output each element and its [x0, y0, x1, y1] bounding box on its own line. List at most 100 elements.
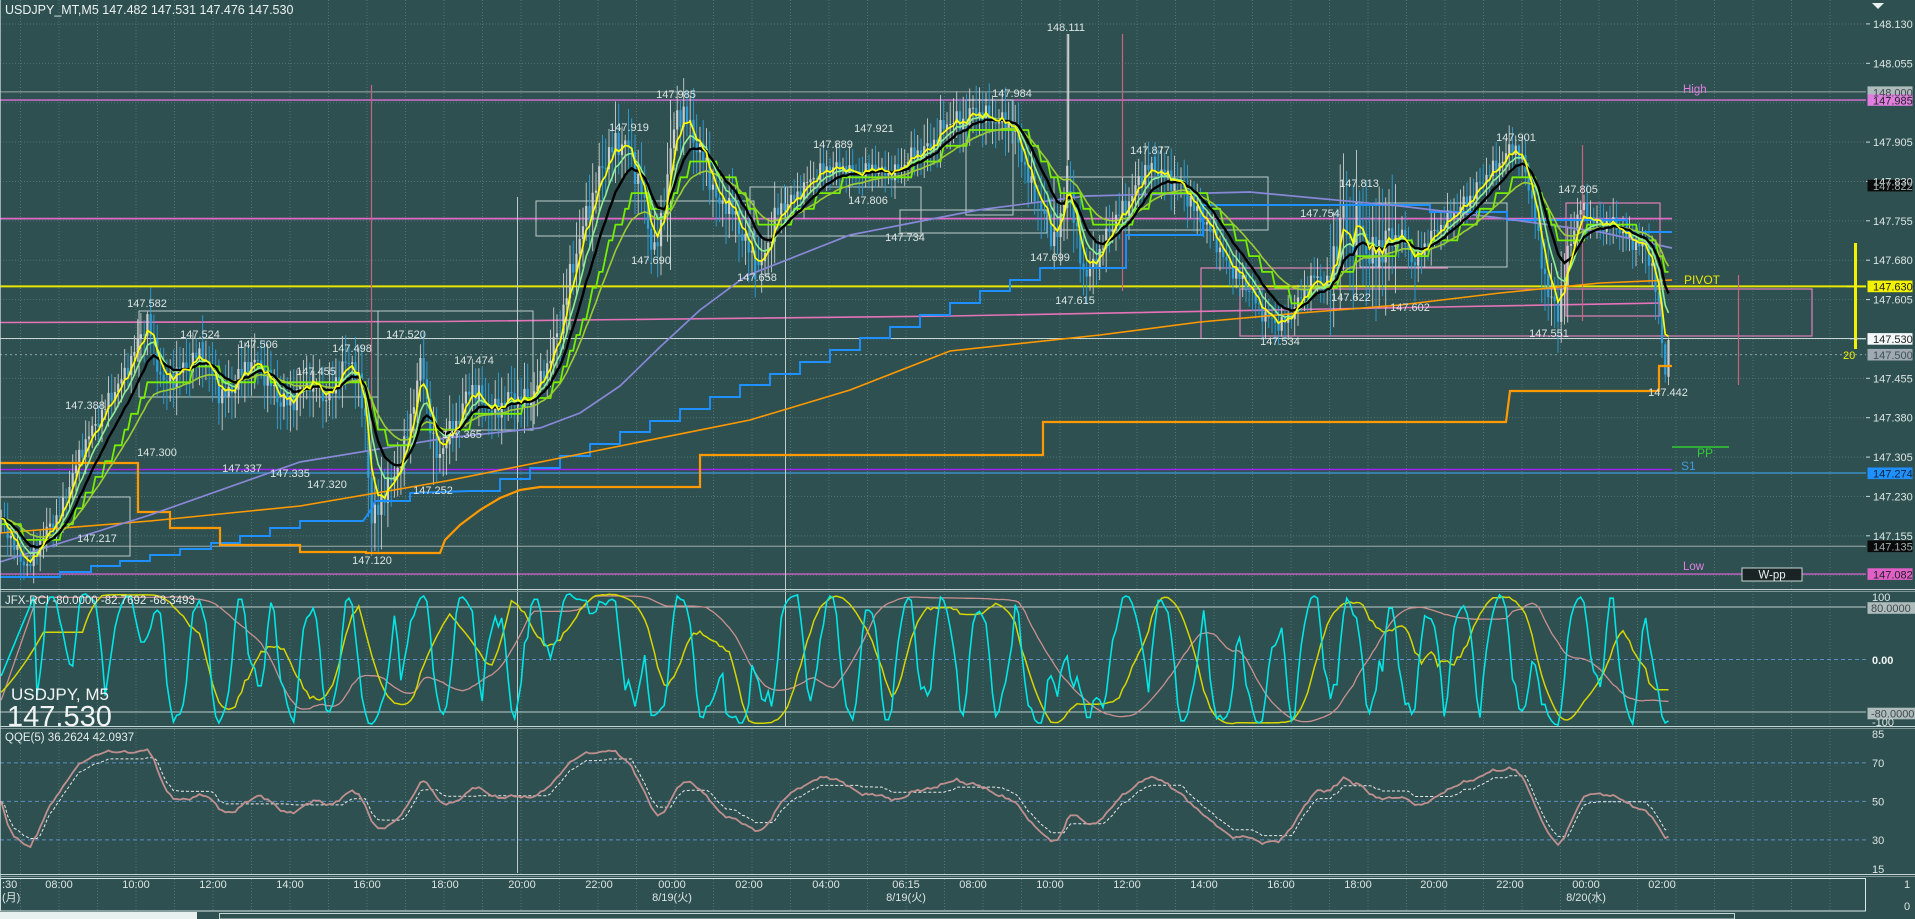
- svg-text:QQE(5) 36.2624 42.0937: QQE(5) 36.2624 42.0937: [5, 732, 134, 744]
- svg-text:22:00: 22:00: [1496, 879, 1524, 891]
- svg-text:147.305: 147.305: [1873, 452, 1913, 464]
- svg-text:147.455: 147.455: [296, 366, 336, 378]
- svg-text:147.388: 147.388: [65, 400, 105, 412]
- svg-text:147.530: 147.530: [7, 701, 112, 733]
- svg-text:147.551: 147.551: [1529, 328, 1569, 340]
- svg-text:147.520: 147.520: [386, 329, 426, 341]
- svg-text:00:00: 00:00: [1572, 879, 1600, 891]
- svg-text:148.055: 148.055: [1873, 58, 1913, 70]
- svg-text:147.335: 147.335: [270, 468, 310, 480]
- svg-text:20:00: 20:00: [508, 879, 536, 891]
- svg-text:147.524: 147.524: [180, 329, 220, 341]
- svg-text:147.337: 147.337: [222, 463, 262, 475]
- svg-text:1: 1: [1904, 879, 1910, 891]
- svg-text:S1: S1: [1681, 459, 1696, 473]
- svg-text:147.082: 147.082: [1873, 569, 1913, 581]
- svg-text:14:00: 14:00: [1190, 879, 1218, 891]
- svg-text:147.754: 147.754: [1300, 208, 1340, 220]
- svg-text:0.00: 0.00: [1872, 655, 1893, 667]
- svg-text:02:00: 02:00: [1648, 879, 1676, 891]
- svg-text:85: 85: [1872, 729, 1884, 741]
- svg-text:JFX-RCI -80.0000 -82.7692 -68.: JFX-RCI -80.0000 -82.7692 -68.3493: [5, 595, 195, 607]
- svg-text:PP: PP: [1697, 446, 1713, 460]
- svg-text:12:00: 12:00: [1113, 879, 1141, 891]
- svg-text:04:00: 04:00: [812, 879, 840, 891]
- svg-text:USDJPY_MT,M5 147.482 147.531: USDJPY_MT,M5 147.482 147.531 147.476 147…: [5, 3, 293, 17]
- svg-text:8/19(火): 8/19(火): [652, 892, 692, 904]
- svg-text:15: 15: [1872, 864, 1884, 876]
- svg-text:00:00: 00:00: [658, 879, 686, 891]
- svg-text:(月): (月): [2, 892, 20, 904]
- svg-text:16:00: 16:00: [1267, 879, 1295, 891]
- svg-text:147.901: 147.901: [1496, 132, 1536, 144]
- svg-text:147.442: 147.442: [1648, 387, 1688, 399]
- svg-text:147.985: 147.985: [656, 89, 696, 101]
- svg-text:PIVOT: PIVOT: [1684, 273, 1721, 287]
- svg-text:147.274: 147.274: [1873, 469, 1913, 481]
- svg-text:147.805: 147.805: [1558, 184, 1598, 196]
- svg-text:12:00: 12:00: [199, 879, 227, 891]
- svg-text:147.500: 147.500: [1873, 350, 1913, 362]
- svg-text:14:00: 14:00: [276, 879, 304, 891]
- svg-text:147.919: 147.919: [609, 122, 649, 134]
- svg-text:147.534: 147.534: [1260, 336, 1300, 348]
- svg-text:147.252: 147.252: [413, 485, 453, 497]
- svg-text:148.130: 148.130: [1873, 19, 1913, 31]
- svg-text:02:00: 02:00: [735, 879, 763, 891]
- svg-text:8/19(火): 8/19(火): [886, 892, 926, 904]
- svg-text:147.658: 147.658: [737, 272, 777, 284]
- svg-text:22:00: 22:00: [585, 879, 613, 891]
- svg-text:148.000: 148.000: [1873, 87, 1913, 99]
- svg-text:147.985: 147.985: [1873, 95, 1913, 107]
- svg-text:18:00: 18:00: [1344, 879, 1372, 891]
- svg-text:147.680: 147.680: [1873, 255, 1913, 267]
- svg-text:06:15: 06:15: [892, 879, 920, 891]
- svg-text:8/20(水): 8/20(水): [1566, 891, 1606, 904]
- svg-text:147.498: 147.498: [332, 343, 372, 355]
- svg-text:147.830: 147.830: [1873, 176, 1913, 188]
- svg-text:147.822: 147.822: [1873, 181, 1913, 193]
- svg-text:147.135: 147.135: [1873, 542, 1913, 554]
- svg-text:20:00: 20:00: [1420, 879, 1448, 891]
- svg-text:147.984: 147.984: [992, 88, 1032, 100]
- svg-text:147.120: 147.120: [352, 555, 392, 567]
- svg-text:Low: Low: [1683, 561, 1705, 573]
- svg-text:147.615: 147.615: [1055, 295, 1095, 307]
- svg-text:-100: -100: [1872, 717, 1894, 729]
- svg-text:148.111: 148.111: [1047, 22, 1085, 34]
- svg-text:0: 0: [1904, 901, 1910, 913]
- svg-text:147.474: 147.474: [454, 355, 494, 367]
- svg-text:147.630: 147.630: [1873, 282, 1913, 294]
- svg-text:100: 100: [1872, 592, 1890, 604]
- svg-text:147.230: 147.230: [1873, 491, 1913, 503]
- svg-text:30: 30: [1872, 835, 1884, 847]
- svg-text:147.905: 147.905: [1873, 137, 1913, 149]
- svg-text:147.380: 147.380: [1873, 413, 1913, 425]
- svg-text:80.0000: 80.0000: [1871, 603, 1911, 615]
- svg-text:70: 70: [1872, 758, 1884, 770]
- svg-text:147.506: 147.506: [238, 339, 278, 351]
- svg-text:147.217: 147.217: [77, 533, 117, 545]
- svg-text:20: 20: [1843, 350, 1855, 362]
- svg-text:147.582: 147.582: [127, 298, 167, 310]
- svg-text:147.365: 147.365: [442, 429, 482, 441]
- svg-text::30: :30: [2, 879, 17, 891]
- svg-text:50: 50: [1872, 796, 1884, 808]
- svg-text:147.300: 147.300: [137, 447, 177, 459]
- svg-text:W-pp: W-pp: [1758, 570, 1785, 582]
- svg-text:08:00: 08:00: [45, 879, 73, 891]
- svg-text:16:00: 16:00: [353, 879, 381, 891]
- svg-text:147.622: 147.622: [1331, 292, 1371, 304]
- svg-text:High: High: [1683, 84, 1707, 96]
- svg-text:147.530: 147.530: [1873, 334, 1913, 346]
- svg-text:10:00: 10:00: [122, 879, 150, 891]
- svg-text:147.155: 147.155: [1873, 531, 1913, 543]
- svg-text:147.921: 147.921: [854, 123, 894, 135]
- svg-text:147.602: 147.602: [1390, 302, 1430, 314]
- svg-text:08:00: 08:00: [959, 879, 987, 891]
- svg-text:147.605: 147.605: [1873, 295, 1913, 307]
- svg-text:10:00: 10:00: [1036, 879, 1064, 891]
- svg-text:147.690: 147.690: [631, 255, 671, 267]
- svg-text:147.889: 147.889: [813, 139, 853, 151]
- svg-text:147.455: 147.455: [1873, 373, 1913, 385]
